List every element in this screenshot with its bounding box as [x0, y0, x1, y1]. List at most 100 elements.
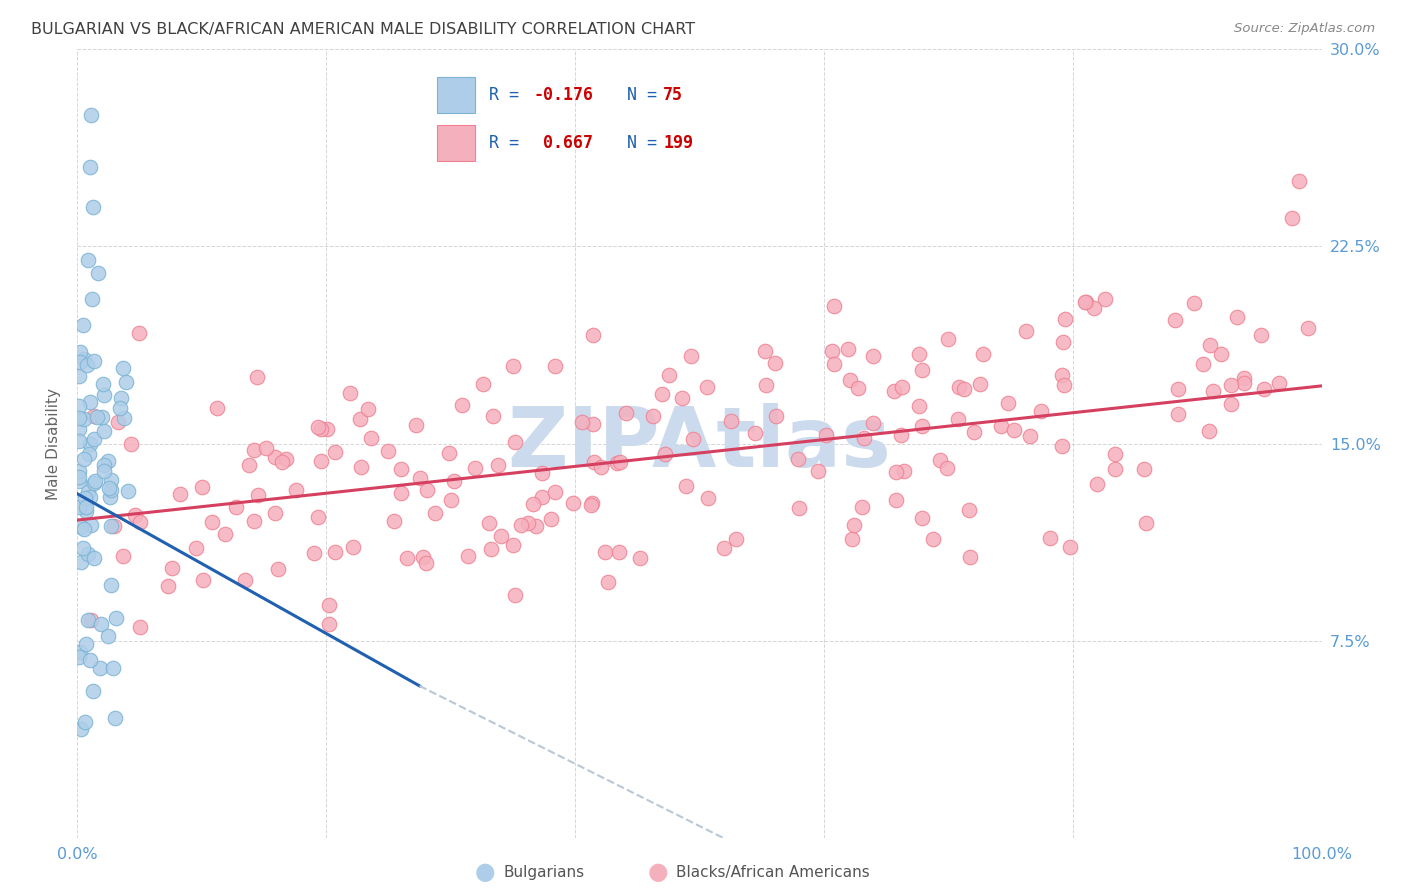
Point: [503, 588, 526, 602]
Point: [73, 491, 96, 505]
Point: [72, 452, 94, 467]
Text: 0.667: 0.667: [533, 135, 593, 153]
Point: [111, 549, 134, 563]
Point: [104, 711, 127, 725]
Point: [73, 351, 96, 366]
Point: [671, 391, 693, 405]
Point: [562, 495, 585, 509]
Point: [1050, 368, 1073, 382]
Point: [193, 573, 215, 587]
Point: [97, 454, 120, 468]
Point: [571, 415, 593, 429]
Point: [1094, 292, 1116, 306]
Point: [1104, 461, 1126, 475]
Point: [482, 409, 505, 423]
Point: [89, 660, 111, 674]
Point: [100, 473, 122, 487]
Point: [360, 431, 382, 445]
Point: [502, 359, 524, 373]
Point: [1052, 439, 1074, 453]
Point: [1053, 312, 1076, 326]
Point: [128, 620, 150, 634]
Point: [893, 464, 915, 478]
Point: [79, 394, 101, 409]
Point: [1233, 371, 1256, 385]
Point: [725, 532, 748, 546]
Point: [80, 108, 103, 122]
Text: N =: N =: [607, 87, 666, 104]
Text: BULGARIAN VS BLACK/AFRICAN AMERICAN MALE DISABILITY CORRELATION CHART: BULGARIAN VS BLACK/AFRICAN AMERICAN MALE…: [31, 22, 695, 37]
Point: [1052, 334, 1074, 349]
Point: [75, 637, 97, 651]
Point: [679, 349, 702, 363]
Point: [69, 355, 91, 369]
Point: [1076, 294, 1098, 309]
Point: [115, 376, 138, 390]
Point: [1198, 425, 1220, 439]
Point: [839, 373, 862, 387]
Point: [382, 515, 405, 529]
Point: [959, 550, 981, 565]
Point: [100, 518, 122, 533]
Y-axis label: Male Disability: Male Disability: [46, 388, 62, 500]
Point: [103, 518, 125, 533]
Point: [530, 466, 553, 480]
Point: [103, 661, 125, 675]
Point: [75, 504, 97, 518]
Point: [77, 447, 100, 461]
Point: [97, 481, 120, 495]
Point: [83, 475, 105, 490]
Point: [129, 515, 152, 529]
Point: [84, 474, 107, 488]
Point: [1039, 531, 1062, 545]
Point: [86, 410, 108, 425]
Point: [83, 354, 105, 368]
Point: [270, 454, 292, 468]
Point: [120, 436, 142, 450]
Point: [1199, 338, 1222, 352]
Point: [307, 510, 329, 524]
Point: [162, 561, 184, 575]
Point: [675, 479, 697, 493]
Point: [243, 514, 266, 528]
Point: [464, 460, 486, 475]
Point: [93, 424, 115, 438]
Point: [823, 357, 845, 371]
Point: [1202, 384, 1225, 398]
Point: [522, 497, 544, 511]
Point: [908, 399, 931, 413]
Point: [713, 541, 735, 555]
Point: [91, 377, 114, 392]
Point: [264, 450, 287, 464]
Point: [107, 415, 129, 429]
Point: [516, 516, 538, 531]
Point: [67, 399, 90, 413]
Point: [112, 410, 135, 425]
Point: [267, 562, 290, 576]
Point: [807, 464, 830, 478]
Point: [846, 381, 869, 395]
Point: [972, 347, 994, 361]
Point: [77, 485, 100, 500]
Point: [1019, 428, 1042, 442]
Point: [264, 506, 287, 520]
Point: [884, 493, 907, 508]
Point: [80, 518, 103, 533]
Point: [124, 508, 146, 523]
Point: [481, 541, 503, 556]
Point: [243, 442, 266, 457]
Point: [409, 471, 432, 485]
Point: [307, 419, 329, 434]
Point: [697, 491, 720, 506]
Point: [69, 344, 91, 359]
Point: [908, 347, 931, 361]
Point: [948, 379, 970, 393]
Point: [787, 451, 810, 466]
Point: [70, 520, 93, 534]
Text: N =: N =: [607, 135, 666, 153]
Point: [93, 388, 115, 402]
FancyBboxPatch shape: [437, 78, 475, 113]
Point: [862, 416, 884, 430]
Point: [643, 409, 665, 423]
Point: [82, 684, 104, 698]
